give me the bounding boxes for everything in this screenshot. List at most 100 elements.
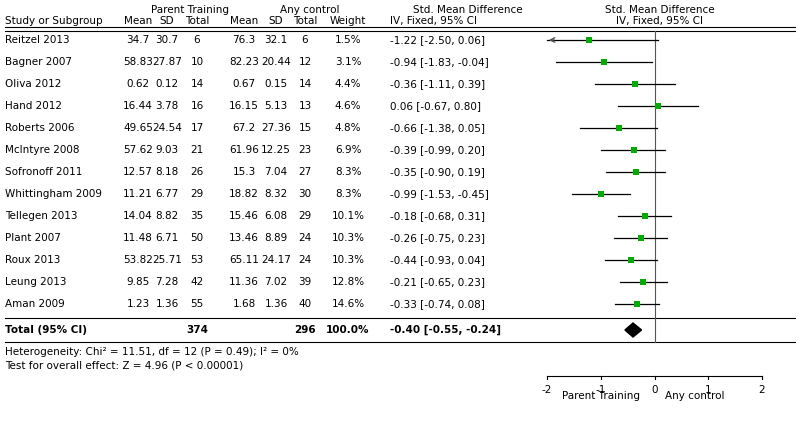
Text: 53: 53 xyxy=(190,255,204,265)
Text: 15.3: 15.3 xyxy=(232,167,256,177)
Text: 16.44: 16.44 xyxy=(123,101,153,111)
Text: 57.62: 57.62 xyxy=(123,145,153,155)
Text: Weight: Weight xyxy=(330,16,366,26)
Text: 4.6%: 4.6% xyxy=(334,101,362,111)
Text: 55: 55 xyxy=(190,299,204,309)
Text: 11.36: 11.36 xyxy=(229,277,259,287)
Text: 61.96: 61.96 xyxy=(229,145,259,155)
Text: 13: 13 xyxy=(298,101,312,111)
Text: 14.04: 14.04 xyxy=(123,211,153,221)
Text: 6.9%: 6.9% xyxy=(334,145,362,155)
Text: -0.35 [-0.90, 0.19]: -0.35 [-0.90, 0.19] xyxy=(390,167,485,177)
Text: 13.46: 13.46 xyxy=(229,233,259,243)
Text: Parent Training: Parent Training xyxy=(562,391,640,401)
Text: McIntyre 2008: McIntyre 2008 xyxy=(5,145,79,155)
Text: 35: 35 xyxy=(190,211,204,221)
Text: -0.94 [-1.83, -0.04]: -0.94 [-1.83, -0.04] xyxy=(390,57,489,67)
Text: 20.44: 20.44 xyxy=(261,57,291,67)
Text: 1.36: 1.36 xyxy=(155,299,178,309)
Text: 32.1: 32.1 xyxy=(264,35,288,45)
Text: -0.39 [-0.99, 0.20]: -0.39 [-0.99, 0.20] xyxy=(390,145,485,155)
Text: 1: 1 xyxy=(705,385,711,395)
Text: 24.54: 24.54 xyxy=(152,123,182,133)
Text: 53.82: 53.82 xyxy=(123,255,153,265)
Text: 9.85: 9.85 xyxy=(126,277,150,287)
Text: 0.06 [-0.67, 0.80]: 0.06 [-0.67, 0.80] xyxy=(390,101,481,111)
Text: 14: 14 xyxy=(190,79,204,89)
Text: 0.67: 0.67 xyxy=(233,79,255,89)
Text: 6.71: 6.71 xyxy=(155,233,178,243)
Text: -0.21 [-0.65, 0.23]: -0.21 [-0.65, 0.23] xyxy=(390,277,485,287)
Text: Plant 2007: Plant 2007 xyxy=(5,233,61,243)
Text: IV, Fixed, 95% CI: IV, Fixed, 95% CI xyxy=(617,16,703,26)
Text: 6: 6 xyxy=(302,35,308,45)
Text: 3.78: 3.78 xyxy=(155,101,178,111)
Text: 296: 296 xyxy=(294,325,316,335)
Text: 0.62: 0.62 xyxy=(126,79,150,89)
Text: Any control: Any control xyxy=(665,391,725,401)
Text: 30: 30 xyxy=(298,189,311,199)
Text: 18.82: 18.82 xyxy=(229,189,259,199)
Text: 26: 26 xyxy=(190,167,204,177)
Text: 7.28: 7.28 xyxy=(155,277,178,287)
Text: 49.65: 49.65 xyxy=(123,123,153,133)
Text: SD: SD xyxy=(160,16,174,26)
Text: 8.3%: 8.3% xyxy=(334,189,362,199)
Text: 1.5%: 1.5% xyxy=(334,35,362,45)
Text: 24: 24 xyxy=(298,255,312,265)
Text: 6.08: 6.08 xyxy=(265,211,287,221)
Text: 11.48: 11.48 xyxy=(123,233,153,243)
Text: 58.83: 58.83 xyxy=(123,57,153,67)
Text: 4.4%: 4.4% xyxy=(334,79,362,89)
Text: 67.2: 67.2 xyxy=(232,123,256,133)
Text: Total: Total xyxy=(293,16,317,26)
Text: 8.32: 8.32 xyxy=(264,189,288,199)
Text: 0.15: 0.15 xyxy=(265,79,287,89)
Text: 27.36: 27.36 xyxy=(261,123,291,133)
Text: 2: 2 xyxy=(758,385,766,395)
Text: 9.03: 9.03 xyxy=(155,145,178,155)
Text: Hand 2012: Hand 2012 xyxy=(5,101,62,111)
Text: 65.11: 65.11 xyxy=(229,255,259,265)
Text: -0.66 [-1.38, 0.05]: -0.66 [-1.38, 0.05] xyxy=(390,123,485,133)
Text: -2: -2 xyxy=(542,385,552,395)
Text: 27: 27 xyxy=(298,167,312,177)
Text: Reitzel 2013: Reitzel 2013 xyxy=(5,35,70,45)
Text: Std. Mean Difference: Std. Mean Difference xyxy=(605,5,715,15)
Text: Mean: Mean xyxy=(124,16,152,26)
Text: 1.23: 1.23 xyxy=(126,299,150,309)
Text: 12.57: 12.57 xyxy=(123,167,153,177)
Text: 16.15: 16.15 xyxy=(229,101,259,111)
Text: 4.8%: 4.8% xyxy=(334,123,362,133)
Text: 10.1%: 10.1% xyxy=(331,211,365,221)
Text: 27.87: 27.87 xyxy=(152,57,182,67)
Text: Bagner 2007: Bagner 2007 xyxy=(5,57,72,67)
Text: 14.6%: 14.6% xyxy=(331,299,365,309)
Text: Any control: Any control xyxy=(280,5,340,15)
Text: 42: 42 xyxy=(190,277,204,287)
Text: 6.77: 6.77 xyxy=(155,189,178,199)
Text: 34.7: 34.7 xyxy=(126,35,150,45)
Text: -1.22 [-2.50, 0.06]: -1.22 [-2.50, 0.06] xyxy=(390,35,485,45)
Text: -0.33 [-0.74, 0.08]: -0.33 [-0.74, 0.08] xyxy=(390,299,485,309)
Text: Parent Training: Parent Training xyxy=(151,5,229,15)
Text: 1.68: 1.68 xyxy=(232,299,256,309)
Text: 12.25: 12.25 xyxy=(261,145,291,155)
Text: 15: 15 xyxy=(298,123,312,133)
Text: -0.44 [-0.93, 0.04]: -0.44 [-0.93, 0.04] xyxy=(390,255,485,265)
Text: Tellegen 2013: Tellegen 2013 xyxy=(5,211,78,221)
Text: IV, Fixed, 95% CI: IV, Fixed, 95% CI xyxy=(390,16,477,26)
Text: 30.7: 30.7 xyxy=(155,35,178,45)
Text: -0.18 [-0.68, 0.31]: -0.18 [-0.68, 0.31] xyxy=(390,211,485,221)
Polygon shape xyxy=(625,323,642,337)
Text: 40: 40 xyxy=(298,299,311,309)
Text: Total: Total xyxy=(185,16,209,26)
Text: 8.3%: 8.3% xyxy=(334,167,362,177)
Text: 23: 23 xyxy=(298,145,312,155)
Text: Oliva 2012: Oliva 2012 xyxy=(5,79,62,89)
Text: -0.40 [-0.55, -0.24]: -0.40 [-0.55, -0.24] xyxy=(390,325,501,335)
Text: 12: 12 xyxy=(298,57,312,67)
Text: 7.04: 7.04 xyxy=(265,167,287,177)
Text: 39: 39 xyxy=(298,277,312,287)
Text: 17: 17 xyxy=(190,123,204,133)
